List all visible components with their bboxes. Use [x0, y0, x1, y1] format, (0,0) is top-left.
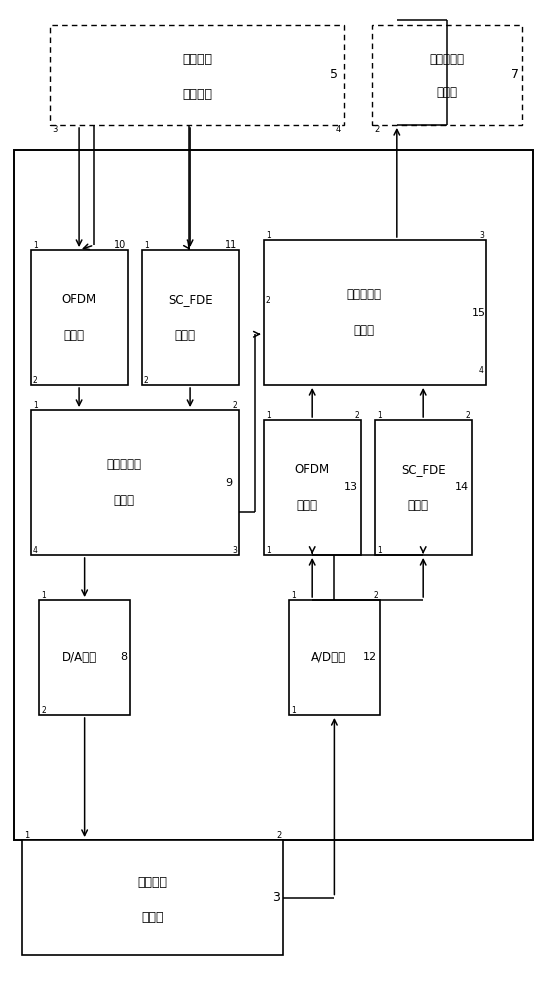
Text: 调制模式选: 调制模式选 [429, 53, 465, 66]
Text: 1: 1 [266, 231, 271, 240]
Text: SC_FDE: SC_FDE [401, 463, 446, 476]
Text: 2: 2 [33, 376, 38, 385]
Bar [22, 840, 283, 955]
Text: 14: 14 [455, 483, 469, 492]
Text: 1: 1 [266, 411, 271, 420]
Text: 1: 1 [377, 411, 382, 420]
Text: 调制器: 调制器 [63, 329, 84, 342]
Bar [31, 250, 128, 385]
Text: 12: 12 [364, 653, 377, 663]
Text: 调制器: 调制器 [174, 329, 195, 342]
Bar [372, 25, 522, 125]
Bar [14, 150, 533, 840]
Text: 解调器: 解调器 [407, 499, 428, 512]
Text: 11: 11 [225, 240, 237, 250]
Text: 8: 8 [120, 653, 128, 663]
Text: 1: 1 [33, 401, 38, 410]
Text: 10: 10 [114, 240, 126, 250]
Text: 15: 15 [472, 308, 486, 318]
Text: 1: 1 [24, 831, 29, 840]
Text: 4: 4 [33, 546, 38, 555]
Text: 13: 13 [344, 483, 358, 492]
Text: 调制数据输: 调制数据输 [106, 458, 141, 471]
Text: 1: 1 [41, 591, 46, 600]
Bar [31, 410, 239, 555]
Text: 5: 5 [330, 68, 338, 82]
Text: 2: 2 [354, 411, 359, 420]
Text: 解调数据输: 解调数据输 [346, 288, 381, 301]
Text: OFDM: OFDM [62, 293, 97, 306]
Bar [142, 250, 239, 385]
Text: 2: 2 [266, 296, 271, 305]
Text: 业务数据: 业务数据 [182, 53, 212, 66]
Bar [264, 420, 361, 555]
Text: 4: 4 [336, 125, 341, 134]
Text: D/A单元: D/A单元 [62, 651, 97, 664]
Text: 2: 2 [375, 125, 380, 134]
Text: 3: 3 [272, 891, 280, 904]
Bar [264, 240, 486, 385]
Text: SC_FDE: SC_FDE [168, 293, 213, 306]
Text: 1: 1 [291, 591, 296, 600]
Text: 解调器: 解调器 [296, 499, 317, 512]
Text: 4: 4 [479, 366, 484, 375]
Text: 接口单元: 接口单元 [182, 89, 212, 102]
Text: 1: 1 [291, 706, 296, 715]
Text: 1: 1 [33, 241, 38, 250]
Text: 3: 3 [479, 231, 484, 240]
Text: 1: 1 [144, 241, 149, 250]
Text: 择单元: 择单元 [436, 87, 457, 100]
Text: 1: 1 [266, 546, 271, 555]
Text: A/D单元: A/D单元 [311, 651, 346, 664]
Text: 2: 2 [144, 376, 149, 385]
Text: 3: 3 [232, 546, 237, 555]
Text: 2: 2 [276, 831, 281, 840]
Text: 9: 9 [225, 478, 232, 488]
Text: 2: 2 [232, 401, 237, 410]
Text: 变频与滤: 变频与滤 [138, 876, 168, 889]
Text: 3: 3 [53, 125, 58, 134]
Text: OFDM: OFDM [295, 463, 330, 476]
Text: 2: 2 [465, 411, 470, 420]
Text: 2: 2 [374, 591, 379, 600]
Text: 2: 2 [41, 706, 46, 715]
Text: 出模块: 出模块 [353, 324, 374, 337]
Bar [375, 420, 472, 555]
Text: 波单元: 波单元 [142, 911, 164, 924]
Text: 7: 7 [511, 68, 518, 82]
Bar [289, 600, 380, 715]
Bar [50, 25, 344, 125]
Bar [39, 600, 130, 715]
Text: 1: 1 [377, 546, 382, 555]
Text: 出模块: 出模块 [113, 494, 134, 507]
